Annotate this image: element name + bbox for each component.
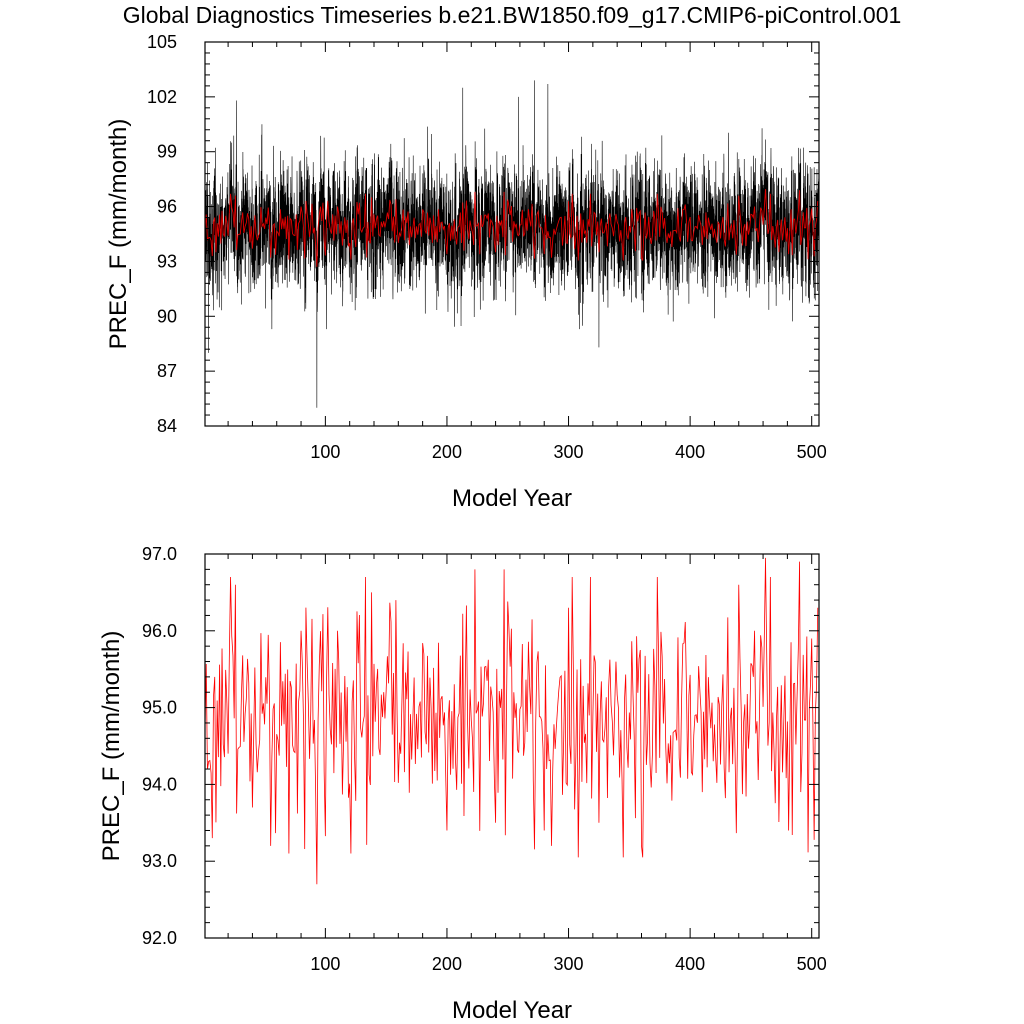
top-y-axis-title: PREC_F (mm/month): [105, 119, 132, 350]
top-y-tick-label: 102: [147, 87, 177, 107]
top-y-tick-label: 90: [157, 306, 177, 326]
top-annual-series: [204, 189, 819, 267]
top-y-tick-label: 87: [157, 361, 177, 381]
bottom-y-tick-label: 92.0: [142, 928, 177, 948]
top-x-tick-label: 400: [675, 442, 705, 462]
bottom-plot-frame: [204, 553, 820, 939]
bottom-y-tick-label: 96.0: [142, 621, 177, 641]
top-ticks: 100 200 300 400 500 84 87 90 93 96 99 102 105: [147, 32, 827, 462]
top-panel: 100 200 300 400 500 84 87 90 93 96 99 102 105 Model …: [105, 32, 827, 512]
bottom-x-tick-label: 400: [675, 954, 705, 974]
top-y-tick-label: 96: [157, 197, 177, 217]
top-x-tick-label: 500: [797, 442, 827, 462]
bottom-x-tick-label: 200: [432, 954, 462, 974]
top-y-tick-label: 84: [157, 416, 177, 436]
bottom-x-tick-label: 100: [310, 954, 340, 974]
top-x-tick-label: 100: [310, 442, 340, 462]
bottom-panel: 100 200 300 400 50092.093.094.095.096.097.0 …: [98, 544, 827, 1024]
bottom-y-axis-title: PREC_F (mm/month): [98, 631, 125, 862]
top-x-axis-title: Model Year: [452, 485, 572, 512]
top-y-tick-label: 105: [147, 32, 177, 52]
top-plot-frame: [204, 41, 820, 427]
top-monthly-line: [204, 80, 820, 408]
bottom-y-tick-label: 93.0: [142, 851, 177, 871]
top-x-tick-label: 200: [432, 442, 462, 462]
top-monthly-series: [204, 80, 820, 408]
top-annual-line: [204, 189, 819, 267]
bottom-y-tick-label: 97.0: [142, 544, 177, 564]
chart-title: Global Diagnostics Timeseries b.e21.BW18…: [122, 2, 902, 28]
top-y-tick-label: 93: [157, 251, 177, 271]
bottom-annual-line: [204, 557, 819, 885]
bottom-x-tick-label: 500: [797, 954, 827, 974]
bottom-ticks: 100 200 300 400 500 92.0 93.0 94.0 95.0 96.0 97.0: [142, 544, 827, 974]
bottom-annual-series: [204, 557, 819, 885]
bottom-x-tick-label: 300: [554, 954, 584, 974]
bottom-y-tick-label: 95.0: [142, 698, 177, 718]
bottom-y-tick-label: 94.0: [142, 774, 177, 794]
top-y-tick-label: 99: [157, 142, 177, 162]
bottom-x-axis-title: Model Year: [452, 997, 572, 1024]
top-x-tick-label: 300: [554, 442, 584, 462]
